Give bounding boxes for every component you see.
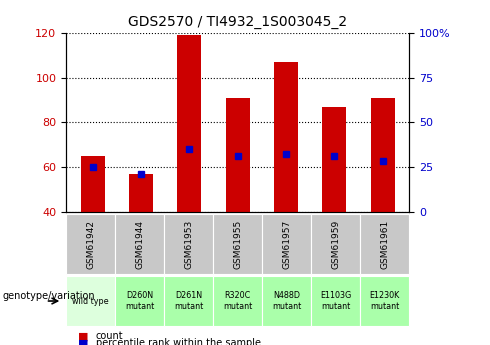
Text: count: count [96, 332, 123, 341]
Text: GSM61957: GSM61957 [282, 219, 291, 269]
Text: N488D
mutant: N488D mutant [272, 291, 301, 311]
Bar [177, 35, 201, 212]
Text: percentile rank within the sample: percentile rank within the sample [96, 338, 261, 345]
Text: ■: ■ [78, 338, 89, 345]
Bar [129, 174, 153, 212]
Bar [322, 107, 346, 212]
Text: GSM61959: GSM61959 [331, 219, 340, 269]
Title: GDS2570 / TI4932_1S003045_2: GDS2570 / TI4932_1S003045_2 [128, 15, 347, 29]
Text: genotype/variation: genotype/variation [2, 291, 95, 301]
Text: wild type: wild type [73, 296, 109, 306]
Bar [370, 98, 394, 212]
Text: E1103G
mutant: E1103G mutant [320, 291, 351, 311]
Text: ■: ■ [78, 332, 89, 341]
Text: GSM61953: GSM61953 [184, 219, 193, 269]
Text: GSM61961: GSM61961 [380, 219, 389, 269]
Text: GSM61944: GSM61944 [135, 219, 144, 269]
Bar [225, 98, 250, 212]
Bar [81, 156, 105, 212]
Text: GSM61955: GSM61955 [233, 219, 242, 269]
Text: D261N
mutant: D261N mutant [174, 291, 203, 311]
Bar [274, 62, 298, 212]
Text: R320C
mutant: R320C mutant [223, 291, 252, 311]
Text: E1230K
mutant: E1230K mutant [369, 291, 400, 311]
Text: D260N
mutant: D260N mutant [125, 291, 154, 311]
Text: GSM61942: GSM61942 [86, 219, 95, 269]
